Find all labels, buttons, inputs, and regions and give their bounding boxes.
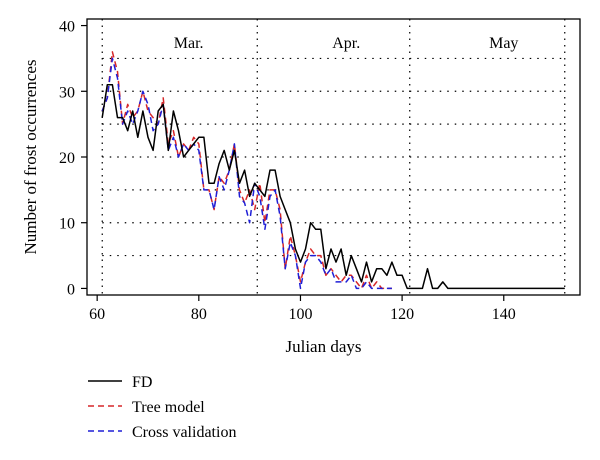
axes-layer: 60 80 100 120 140 0 10 20 30 40 bbox=[59, 18, 581, 323]
series-line-fd bbox=[101, 83, 565, 290]
x-tick-label: 120 bbox=[390, 306, 414, 323]
grid-layer bbox=[101, 19, 566, 295]
month-label: Apr. bbox=[332, 35, 360, 52]
x-tick-label: 100 bbox=[288, 306, 312, 323]
y-tick-label: 40 bbox=[59, 19, 75, 36]
y-axis-title: Number of frost occurrences bbox=[21, 60, 40, 255]
x-tick-label: 140 bbox=[492, 306, 516, 323]
legend-label: FD bbox=[132, 374, 152, 391]
label-layer: Julian days Number of frost occurrences Ma… bbox=[21, 35, 518, 356]
month-label: May bbox=[489, 35, 518, 52]
y-tick-label: 10 bbox=[59, 216, 75, 233]
series-line-tree-model bbox=[101, 51, 392, 290]
legend-item: Cross validation bbox=[88, 424, 236, 441]
x-axis-title: Julian days bbox=[285, 337, 361, 356]
y-tick-label: 20 bbox=[59, 150, 75, 167]
series-line-cross-validation bbox=[101, 57, 392, 290]
legend-layer: FD Tree model Cross validation bbox=[88, 374, 236, 441]
legend-item: FD bbox=[88, 374, 152, 391]
month-label: Mar. bbox=[174, 35, 204, 52]
series-layer bbox=[101, 51, 565, 290]
legend-item: Tree model bbox=[88, 399, 205, 416]
legend-label: Cross validation bbox=[132, 424, 236, 441]
y-tick-label: 0 bbox=[67, 281, 75, 298]
legend-label: Tree model bbox=[132, 399, 205, 416]
x-tick-label: 80 bbox=[191, 306, 207, 323]
y-tick-label: 30 bbox=[59, 84, 75, 101]
x-tick-label: 60 bbox=[89, 306, 105, 323]
